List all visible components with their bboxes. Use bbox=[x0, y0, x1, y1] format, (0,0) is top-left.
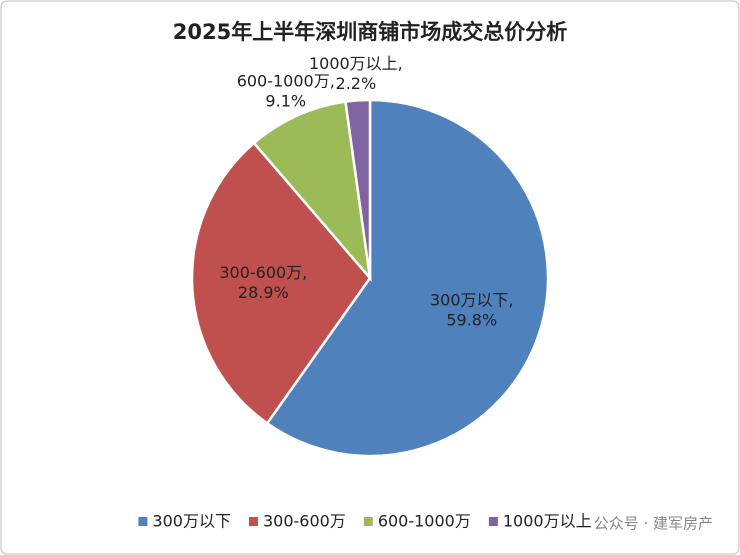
pie-slice bbox=[265, 98, 550, 458]
legend-swatch bbox=[363, 517, 373, 526]
data-label: 600-1000万, 9.1% bbox=[237, 71, 335, 110]
pie-slice bbox=[190, 141, 372, 426]
legend-label: 300-600万 bbox=[263, 512, 346, 531]
legend: 300万以下 300-600万 600-1000万 1000万以上 bbox=[138, 512, 592, 531]
legend-swatch bbox=[248, 517, 258, 526]
legend-swatch bbox=[138, 517, 148, 526]
data-label: 300万以下, 59.8% bbox=[430, 290, 514, 329]
data-label: 1000万以上, 2.2% bbox=[309, 53, 403, 92]
pie-slice bbox=[344, 98, 372, 279]
legend-swatch bbox=[488, 517, 498, 526]
legend-label: 300万以下 bbox=[152, 512, 231, 531]
legend-label: 1000万以上 bbox=[503, 512, 592, 531]
legend-label: 600-1000万 bbox=[378, 512, 471, 531]
data-label: 300-600万, 28.9% bbox=[219, 263, 307, 302]
watermark: 公众号 · 建军房产 bbox=[594, 515, 713, 533]
chart-title: 2025年上半年深圳商铺市场成交总价分析 bbox=[173, 20, 567, 44]
pie-slice bbox=[252, 100, 372, 283]
